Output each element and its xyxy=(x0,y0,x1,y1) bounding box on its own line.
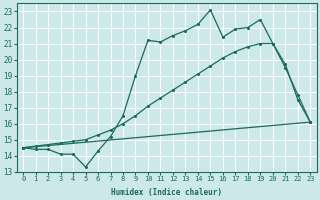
X-axis label: Humidex (Indice chaleur): Humidex (Indice chaleur) xyxy=(111,188,222,197)
